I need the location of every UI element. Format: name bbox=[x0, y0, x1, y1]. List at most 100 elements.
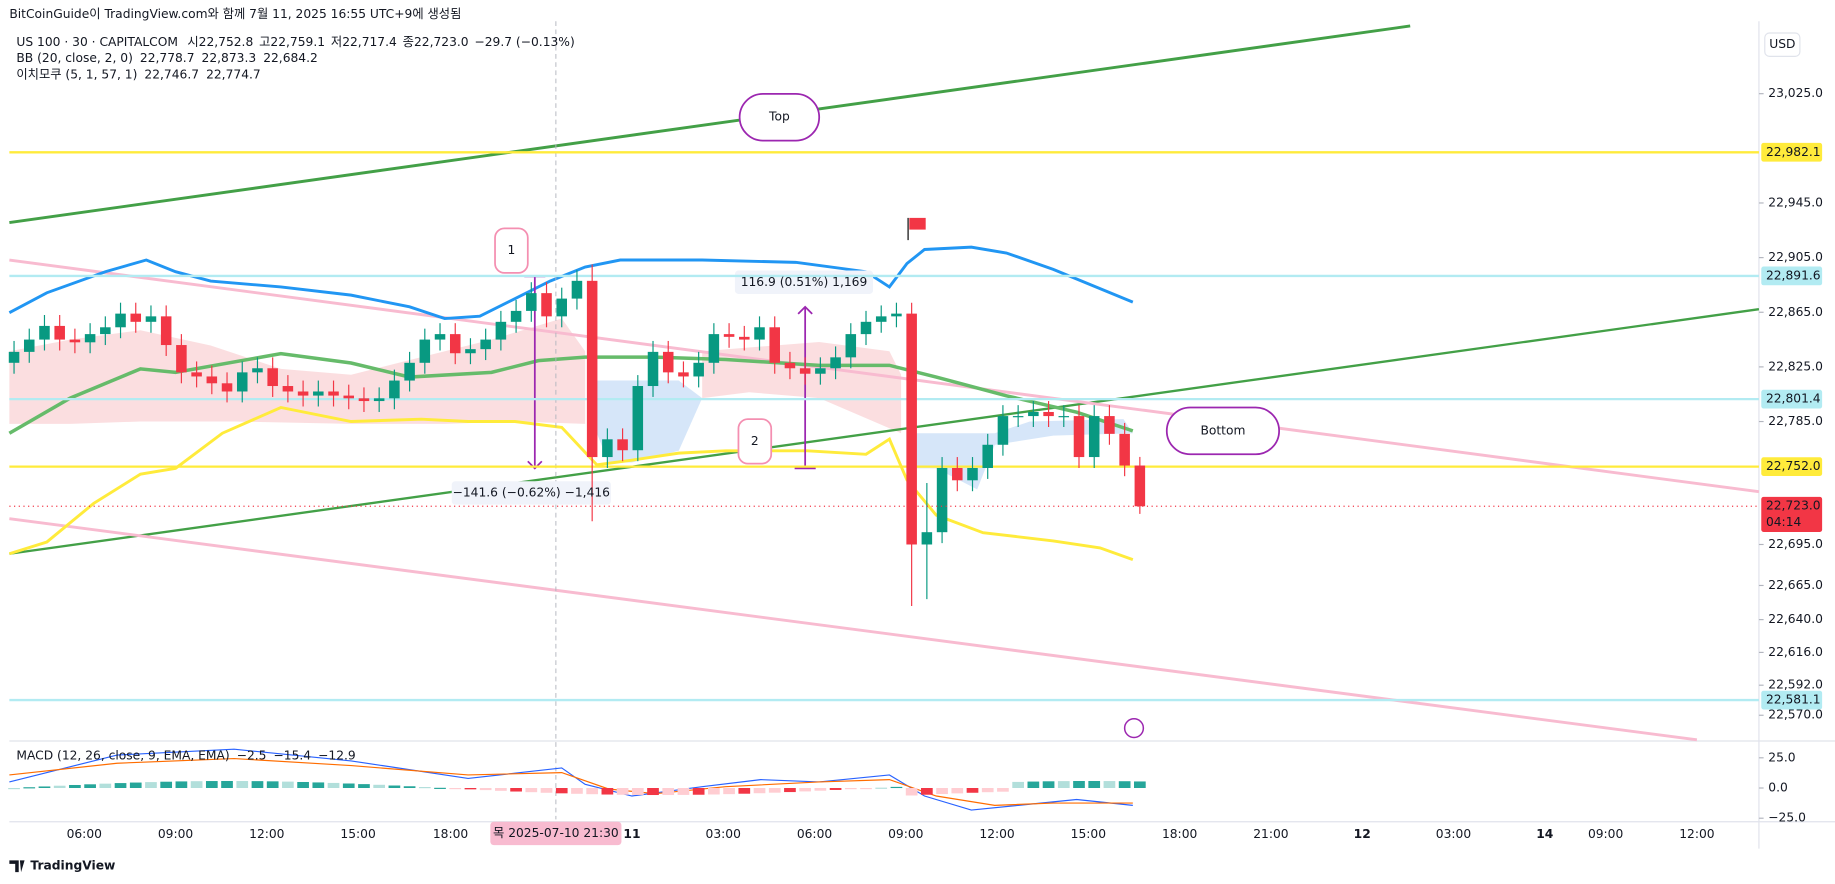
candle-body bbox=[495, 321, 507, 340]
event-icon[interactable] bbox=[1123, 718, 1145, 739]
macd-hist bbox=[677, 788, 690, 795]
candle-body bbox=[54, 325, 65, 340]
candle-body bbox=[997, 416, 1009, 445]
x-tick-label: 09:00 bbox=[1588, 827, 1623, 841]
macd-hist bbox=[69, 784, 81, 789]
x-tick-label: 14 bbox=[1536, 827, 1553, 841]
legend-text: 종 bbox=[403, 35, 414, 49]
macd-hist bbox=[373, 784, 386, 789]
candle-body bbox=[404, 362, 415, 381]
macd-hist bbox=[905, 788, 918, 796]
macd-hist bbox=[358, 784, 370, 789]
macd-hist bbox=[540, 788, 553, 793]
candle-body bbox=[343, 395, 355, 399]
candle-body bbox=[115, 313, 126, 328]
macd-hist bbox=[190, 781, 203, 789]
macd-hist bbox=[114, 783, 127, 789]
macd-hist bbox=[145, 782, 157, 789]
candle-body bbox=[23, 339, 35, 352]
macd-hist bbox=[38, 786, 51, 789]
candle-body bbox=[754, 327, 765, 340]
price-label: 22,752.0 bbox=[1766, 459, 1821, 473]
x-tick-label: 12 bbox=[1354, 827, 1371, 841]
macd-hist bbox=[692, 788, 705, 795]
candle-body bbox=[297, 391, 309, 396]
candle-body bbox=[358, 398, 370, 402]
candle-body bbox=[632, 386, 644, 451]
legend-text: 22,778.7 bbox=[140, 51, 195, 65]
x-tick-label: 11 bbox=[623, 827, 640, 841]
x-tick-label: 03:00 bbox=[1436, 827, 1471, 841]
macd-hist bbox=[1118, 781, 1131, 789]
legend-text: 시 bbox=[187, 35, 198, 49]
ichimoku-cloud bbox=[9, 318, 586, 424]
x-tick-label: 09:00 bbox=[888, 827, 923, 841]
x-tick-label: 03:00 bbox=[706, 827, 741, 841]
candle-body bbox=[313, 391, 324, 396]
y-tick-label: 23,025.0 bbox=[1768, 86, 1823, 100]
price-label-box bbox=[1761, 266, 1823, 286]
candle-body bbox=[647, 351, 659, 387]
currency: USD bbox=[1769, 37, 1795, 51]
candle-body bbox=[465, 349, 476, 354]
last-price-label: 22,723.0 bbox=[1766, 499, 1821, 513]
x-tick-label: 06:00 bbox=[67, 827, 102, 841]
y-tick-label: 22,825.0 bbox=[1768, 359, 1823, 373]
macd-hist bbox=[129, 782, 142, 789]
candle-body bbox=[586, 280, 598, 458]
flag bbox=[909, 217, 926, 230]
last-price-box bbox=[1761, 496, 1823, 532]
macd-hist bbox=[175, 781, 188, 789]
currency-box[interactable] bbox=[1764, 32, 1801, 57]
macd-hist bbox=[479, 788, 492, 791]
y-tick-label: −25.0 bbox=[1768, 811, 1806, 825]
macd-hist bbox=[495, 788, 507, 791]
macd-hist bbox=[449, 788, 462, 790]
macd-hist bbox=[586, 788, 599, 795]
candle-body bbox=[526, 293, 537, 311]
macd-hist bbox=[1057, 781, 1070, 789]
x-tick-label: 12:00 bbox=[249, 827, 284, 841]
macd-hist bbox=[8, 788, 20, 790]
candle-body bbox=[693, 362, 704, 377]
candle-body bbox=[556, 298, 568, 317]
y-tick-label: 22,785.0 bbox=[1768, 414, 1823, 428]
candle-body bbox=[952, 467, 963, 481]
bb-upper bbox=[8, 245, 1134, 321]
macd-hist bbox=[936, 788, 948, 795]
trend-line bbox=[9, 308, 1760, 555]
legend-text: 22,717.4 bbox=[342, 35, 397, 49]
candle-body bbox=[936, 467, 948, 533]
y-tick-label: 22,616.0 bbox=[1768, 645, 1823, 659]
macd-hist bbox=[388, 785, 401, 789]
macd-hist bbox=[266, 781, 279, 789]
x-tick-label: 15:00 bbox=[340, 827, 375, 841]
macd-hist bbox=[708, 788, 720, 795]
candle-body bbox=[449, 334, 461, 354]
candle-body bbox=[860, 321, 872, 335]
macd-hist bbox=[99, 783, 112, 789]
candle-body bbox=[1073, 416, 1085, 458]
footer-logo bbox=[9, 860, 25, 873]
candle-body bbox=[1104, 416, 1115, 434]
macd-hist bbox=[510, 788, 522, 792]
x-tick-label: 21:00 bbox=[1253, 827, 1288, 841]
macd-hist bbox=[875, 787, 888, 789]
candle-body bbox=[373, 398, 385, 402]
y-tick-label: 22,865.0 bbox=[1768, 305, 1823, 319]
callout-text: Bottom bbox=[1200, 423, 1245, 437]
macd-hist bbox=[236, 781, 249, 789]
candle-body bbox=[602, 439, 613, 458]
measure-label: 116.9 (0.51%) 1,169 bbox=[741, 275, 868, 289]
macd-hist bbox=[571, 788, 583, 794]
macd-hist bbox=[342, 783, 355, 789]
price-label: 22,891.6 bbox=[1766, 268, 1821, 282]
candle-body bbox=[434, 334, 446, 340]
candle-body bbox=[739, 336, 750, 340]
legend-text: −15.4 bbox=[274, 749, 312, 763]
candle-body bbox=[176, 345, 187, 373]
macd-hist bbox=[753, 788, 766, 794]
legend-text: 22,774.7 bbox=[206, 68, 261, 82]
legend-text: −12.9 bbox=[318, 749, 356, 763]
candle-body bbox=[221, 383, 233, 392]
